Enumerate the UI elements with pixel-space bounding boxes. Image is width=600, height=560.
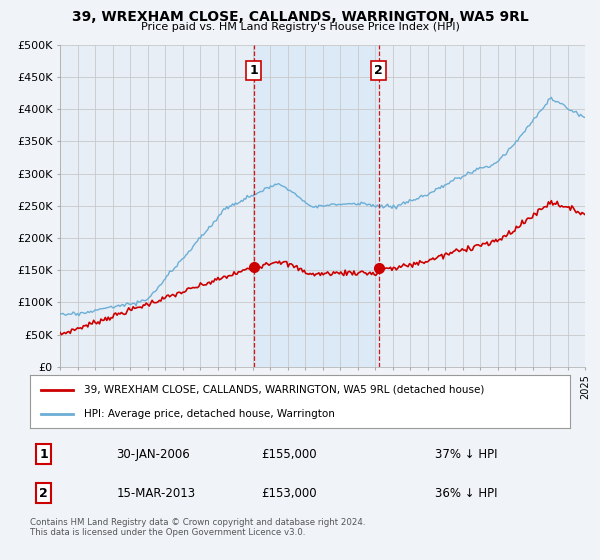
- Text: 15-MAR-2013: 15-MAR-2013: [116, 487, 196, 500]
- Text: Price paid vs. HM Land Registry's House Price Index (HPI): Price paid vs. HM Land Registry's House …: [140, 22, 460, 32]
- Text: 37% ↓ HPI: 37% ↓ HPI: [435, 447, 497, 460]
- Text: £153,000: £153,000: [262, 487, 317, 500]
- Text: 1: 1: [250, 64, 258, 77]
- Text: HPI: Average price, detached house, Warrington: HPI: Average price, detached house, Warr…: [84, 409, 335, 419]
- Text: 2: 2: [39, 487, 48, 500]
- Bar: [254, 45, 379, 367]
- Text: 39, WREXHAM CLOSE, CALLANDS, WARRINGTON, WA5 9RL (detached house): 39, WREXHAM CLOSE, CALLANDS, WARRINGTON,…: [84, 385, 484, 395]
- Text: Contains HM Land Registry data © Crown copyright and database right 2024.
This d: Contains HM Land Registry data © Crown c…: [30, 518, 365, 538]
- Text: 36% ↓ HPI: 36% ↓ HPI: [435, 487, 497, 500]
- Text: 39, WREXHAM CLOSE, CALLANDS, WARRINGTON, WA5 9RL: 39, WREXHAM CLOSE, CALLANDS, WARRINGTON,…: [71, 10, 529, 24]
- Text: 2: 2: [374, 64, 383, 77]
- Text: £155,000: £155,000: [262, 447, 317, 460]
- Text: 30-JAN-2006: 30-JAN-2006: [116, 447, 190, 460]
- Text: 1: 1: [39, 447, 48, 460]
